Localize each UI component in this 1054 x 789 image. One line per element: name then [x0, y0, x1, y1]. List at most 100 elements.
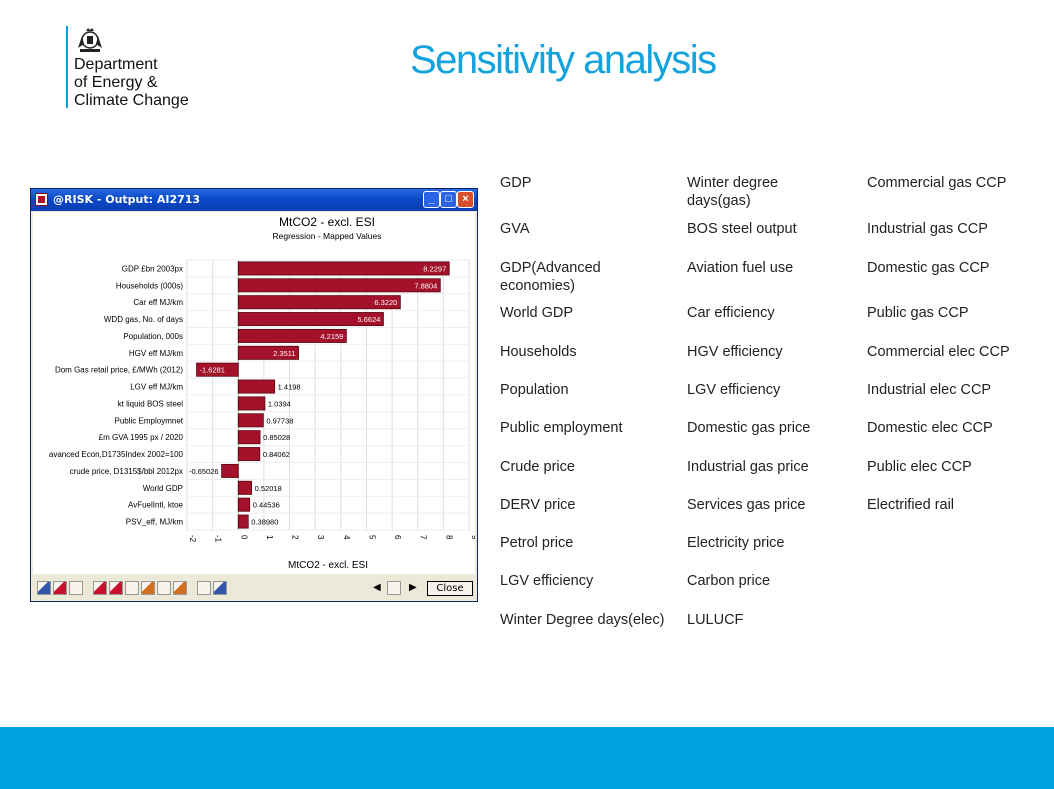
- help-tool-icon[interactable]: [37, 581, 51, 595]
- copy-tool-icon[interactable]: [387, 581, 401, 595]
- area-tool-icon[interactable]: [125, 581, 139, 595]
- variable-item: LGV efficiency: [687, 382, 781, 398]
- chart-title: MtCO2 - excl. ESI: [279, 215, 375, 229]
- cumulative-tool-icon[interactable]: [173, 581, 187, 595]
- x-tick-label: 1: [265, 535, 274, 540]
- data-label: 1.0394: [268, 399, 291, 408]
- variable-item: Public gas CCP: [867, 305, 969, 321]
- spider-tool-icon[interactable]: [157, 581, 171, 595]
- bar-graph-tool-icon[interactable]: [93, 581, 107, 595]
- summary-tool-icon[interactable]: [69, 581, 83, 595]
- filter-tool-icon[interactable]: [197, 581, 211, 595]
- x-tick-label: 2: [291, 535, 300, 540]
- x-tick-label: 4: [342, 535, 351, 540]
- data-label: 0.85028: [263, 433, 290, 442]
- bar: [237, 312, 384, 327]
- variable-item: Domestic elec CCP: [867, 420, 993, 436]
- scroll-left-icon[interactable]: ◀: [373, 582, 381, 593]
- x-tick-label: -1: [214, 535, 223, 543]
- variable-item: GDP(Advanced economies): [500, 260, 601, 294]
- category-label: Dom Gas retail price, £/MWh (2012): [55, 366, 183, 375]
- scroll-right-icon[interactable]: ▶: [409, 582, 417, 593]
- category-label: HGV eff MJ/km: [129, 349, 183, 358]
- variable-item: World GDP: [500, 305, 574, 321]
- variable-item: LGV efficiency: [500, 573, 594, 589]
- category-label: PSV_eff, MJ/km: [126, 518, 184, 527]
- variable-item: Petrol price: [500, 535, 574, 551]
- data-label: 8.2297: [423, 264, 446, 273]
- bar: [237, 396, 266, 411]
- bar: [237, 447, 261, 462]
- data-label: 0.44536: [253, 501, 280, 510]
- variable-item: Car efficiency: [687, 305, 775, 321]
- category-label: Public Employmnet: [115, 416, 184, 425]
- window-titlebar[interactable]: @RISK - Output: AI2713 _ □ ×: [31, 189, 477, 211]
- bar: [196, 362, 239, 377]
- chart-toolbar: ◀ ▶ Close: [33, 579, 475, 599]
- x-tick-label: 8: [444, 535, 453, 540]
- variable-item: Services gas price: [687, 497, 806, 513]
- x-tick-label: 0: [239, 535, 248, 540]
- data-label: -1.6281: [200, 366, 225, 375]
- bar: [237, 278, 441, 293]
- variable-item: Industrial elec CCP: [867, 382, 992, 398]
- data-label: 5.6624: [357, 315, 380, 324]
- bar: [237, 379, 276, 394]
- bar: [237, 413, 264, 428]
- bar: [237, 261, 450, 276]
- variable-item: Domestic gas CCP: [867, 260, 990, 276]
- histogram-tool-icon[interactable]: [53, 581, 67, 595]
- category-label: crude price, D1315$/bbl 2012px: [70, 467, 183, 476]
- variable-item: Commercial elec CCP: [867, 344, 1010, 360]
- bar: [237, 480, 253, 495]
- dept-logo: Department of Energy & Climate Change: [66, 26, 206, 116]
- window-title: @RISK - Output: AI2713: [53, 193, 201, 206]
- footer-bar: [0, 727, 1054, 789]
- bar: [237, 514, 249, 529]
- variable-item: BOS steel output: [687, 221, 797, 237]
- minimize-button[interactable]: _: [423, 191, 440, 208]
- logo-rule: [66, 26, 68, 108]
- variable-item: Public elec CCP: [867, 459, 972, 475]
- data-label: 0.84062: [263, 450, 290, 459]
- x-tick-label: 3: [316, 535, 325, 540]
- x-tick-label: -2: [188, 535, 197, 543]
- category-label: World GDP: [143, 484, 183, 493]
- variable-item: Electricity price: [687, 535, 785, 551]
- data-label: 4.2159: [320, 332, 343, 341]
- bar: [237, 430, 261, 445]
- bar: [237, 295, 401, 310]
- variable-item: Public employment: [500, 420, 623, 436]
- tornado-tool-icon[interactable]: [109, 581, 123, 595]
- scatter-tool-icon[interactable]: [141, 581, 155, 595]
- variable-item: Crude price: [500, 459, 575, 475]
- bar: [221, 463, 239, 478]
- chart-subtitle: Regression - Mapped Values: [273, 231, 382, 241]
- variable-item: GDP: [500, 175, 532, 191]
- maximize-button[interactable]: □: [440, 191, 457, 208]
- data-label: 7.8804: [414, 281, 437, 290]
- variable-item: Industrial gas CCP: [867, 221, 988, 237]
- category-label: kt liquid BOS steel: [118, 399, 184, 408]
- variable-item: DERV price: [500, 497, 576, 513]
- slide-title: Sensitivity analysis: [410, 38, 717, 82]
- app-icon: [35, 193, 48, 206]
- category-label: WDD gas, No. of days: [104, 315, 183, 324]
- variable-item: Households: [500, 344, 577, 360]
- close-button[interactable]: Close: [427, 581, 473, 596]
- data-label: -0.65026: [189, 467, 219, 476]
- x-axis-label: MtCO2 - excl. ESI: [288, 560, 368, 571]
- category-label: £m GVA 1995 px / 2020: [99, 433, 184, 442]
- data-label: 2.3511: [273, 349, 295, 358]
- data-label: 6.3220: [374, 298, 397, 307]
- category-label: Population, 000s: [123, 332, 183, 341]
- department-name: Department of Energy & Climate Change: [74, 56, 189, 109]
- window-close-button[interactable]: ×: [457, 191, 474, 208]
- data-label: 1.4198: [278, 383, 301, 392]
- category-label: AvFuelIntl, ktoe: [128, 501, 184, 510]
- fit-tool-icon[interactable]: [213, 581, 227, 595]
- variable-item: Winter Degree days(elec): [500, 612, 665, 628]
- category-label: GDP £bn 2003px: [122, 264, 183, 273]
- category-label: LGV eff MJ/km: [130, 383, 183, 392]
- x-tick-label: 9: [470, 535, 475, 540]
